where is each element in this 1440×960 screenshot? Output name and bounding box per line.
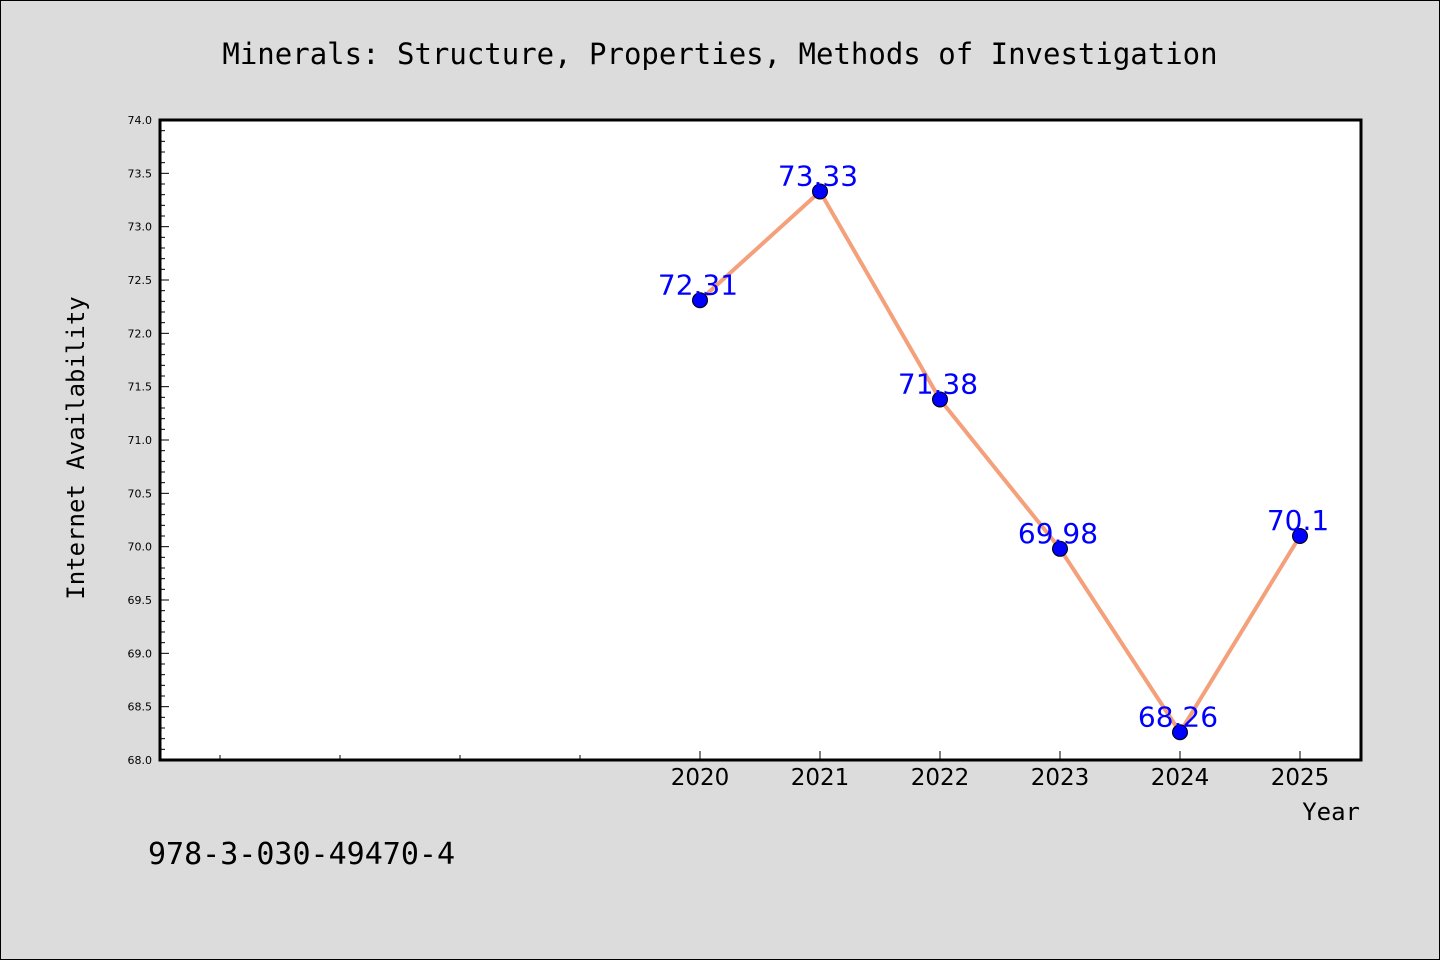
footer-text: 978-3-030-49470-4 [148,837,455,872]
x-axis: 2020 2021 2022 2023 2024 2025 [219,751,1330,791]
x-tick-label: 2025 [1271,765,1330,791]
x-tick-label: 2020 [671,765,730,791]
y-tick-label: 71.0 [128,434,153,447]
x-tick-label: 2024 [1151,765,1210,791]
chart-title: Minerals: Structure, Properties, Methods… [222,37,1217,71]
data-label: 73.33 [778,159,858,192]
data-label: 70.1 [1267,504,1329,537]
y-tick-label: 70.0 [128,541,153,554]
data-point [1292,528,1308,544]
data-point [692,292,708,309]
data-label: 71.38 [898,367,978,400]
y-tick-label: 72.0 [128,327,153,340]
y-tick-label: 69.0 [128,647,153,660]
y-tick-label: 71.5 [128,381,153,394]
x-tick-label: 2023 [1031,765,1090,791]
y-tick-label: 68.5 [128,701,153,714]
x-axis-label: Year [1302,798,1360,826]
data-label: 68.26 [1138,700,1218,733]
y-tick-label: 73.5 [128,167,153,180]
data-point [812,183,828,200]
x-tick-label: 2021 [791,765,850,791]
y-tick-label: 73.0 [128,221,153,234]
y-axis: 68.0 68.5 69.0 69.5 70.0 70.5 71.0 71.5 72.0 72.5… [128,114,169,767]
y-axis-label: Internet Availability [62,296,90,599]
data-label: 69.98 [1018,517,1098,550]
data-point [1052,540,1068,557]
y-tick-label: 70.5 [128,487,153,500]
plot-area [158,118,1363,762]
series-line [698,188,1302,737]
y-tick-label: 69.5 [128,594,153,607]
y-tick-label: 74.0 [128,114,153,127]
data-label-group: 72.31 73.33 71.38 69.98 68.26 70.1 [658,159,1329,733]
y-tick-label: 68.0 [128,754,153,767]
series-line-group [698,188,1302,737]
x-tick-label: 2022 [911,765,970,791]
data-label: 72.31 [658,268,738,301]
data-point [932,391,948,408]
marker-group [692,183,1308,741]
y-tick-label: 72.5 [128,274,153,287]
data-point [1172,724,1188,741]
